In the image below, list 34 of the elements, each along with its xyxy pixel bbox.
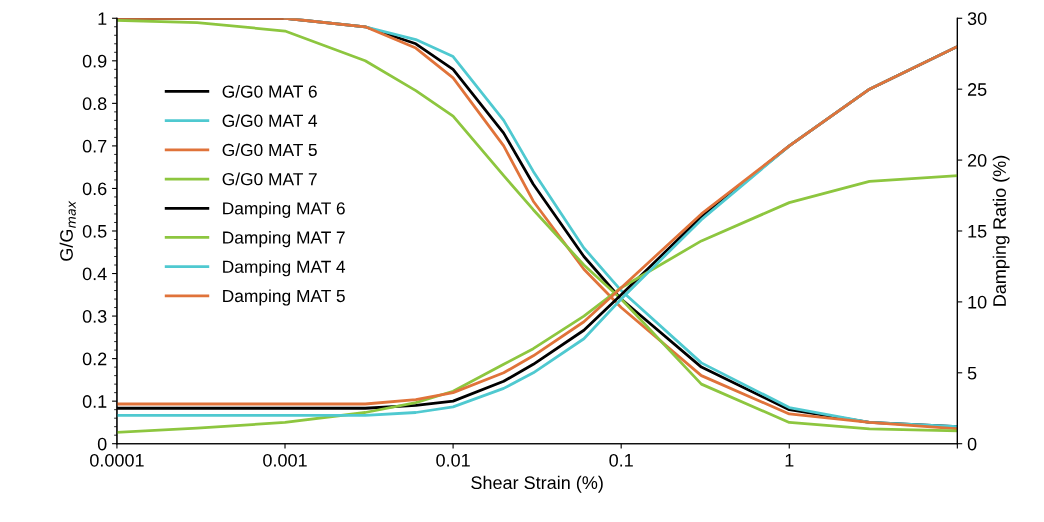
y2-tick-label: 25 [967,83,987,96]
y2-axis-title: Damping Ratio (%) [992,155,1010,306]
legend-label: G/G0 MAT 7 [222,172,317,186]
y-tick-label: 0 [97,437,107,451]
y-axis-title: G/G$_{max}$ [59,200,76,261]
legend-label: Damping MAT 5 [223,289,345,306]
y-tick-label: 0.6 [82,182,107,196]
y2-tick-label: 10 [968,295,987,309]
y-tick-label: 0.9 [82,54,107,68]
legend-label: G/G0 MAT 4 [222,114,318,127]
legend-label: Damping MAT 4 [223,260,346,277]
y-tick-label: 0.1 [82,395,107,408]
x-tick-label: 0.001 [263,453,307,467]
legend-label: G/G0 MAT 6 [222,84,317,98]
y2-tick-label: 5 [967,366,977,380]
legend-label: Damping MAT 7 [223,230,345,248]
y2-tick-label: 15 [968,225,987,238]
y-tick-label: 0.8 [82,97,107,111]
y-tick-label: 0.4 [82,267,107,281]
y2-tick-label: 20 [967,154,987,167]
x-axis-title: Shear Strain (%) [471,475,603,493]
y-tick-label: 0.3 [82,310,107,323]
y-tick-label: 1 [98,12,107,25]
x-tick-label: 0.1 [609,453,633,467]
y2-tick-label: 30 [967,12,987,25]
legend-label: G/G0 MAT 5 [222,143,317,157]
y2-tick-label: 0 [967,437,977,451]
y-tick-label: 0.7 [82,139,107,153]
legend-label: Damping MAT 6 [223,201,345,218]
x-tick-label: 0.0001 [90,453,144,467]
x-tick-label: 1 [785,454,794,467]
y-tick-label: 0.5 [82,224,107,238]
x-tick-label: 0.01 [436,453,470,467]
y-tick-label: 0.2 [82,352,107,366]
